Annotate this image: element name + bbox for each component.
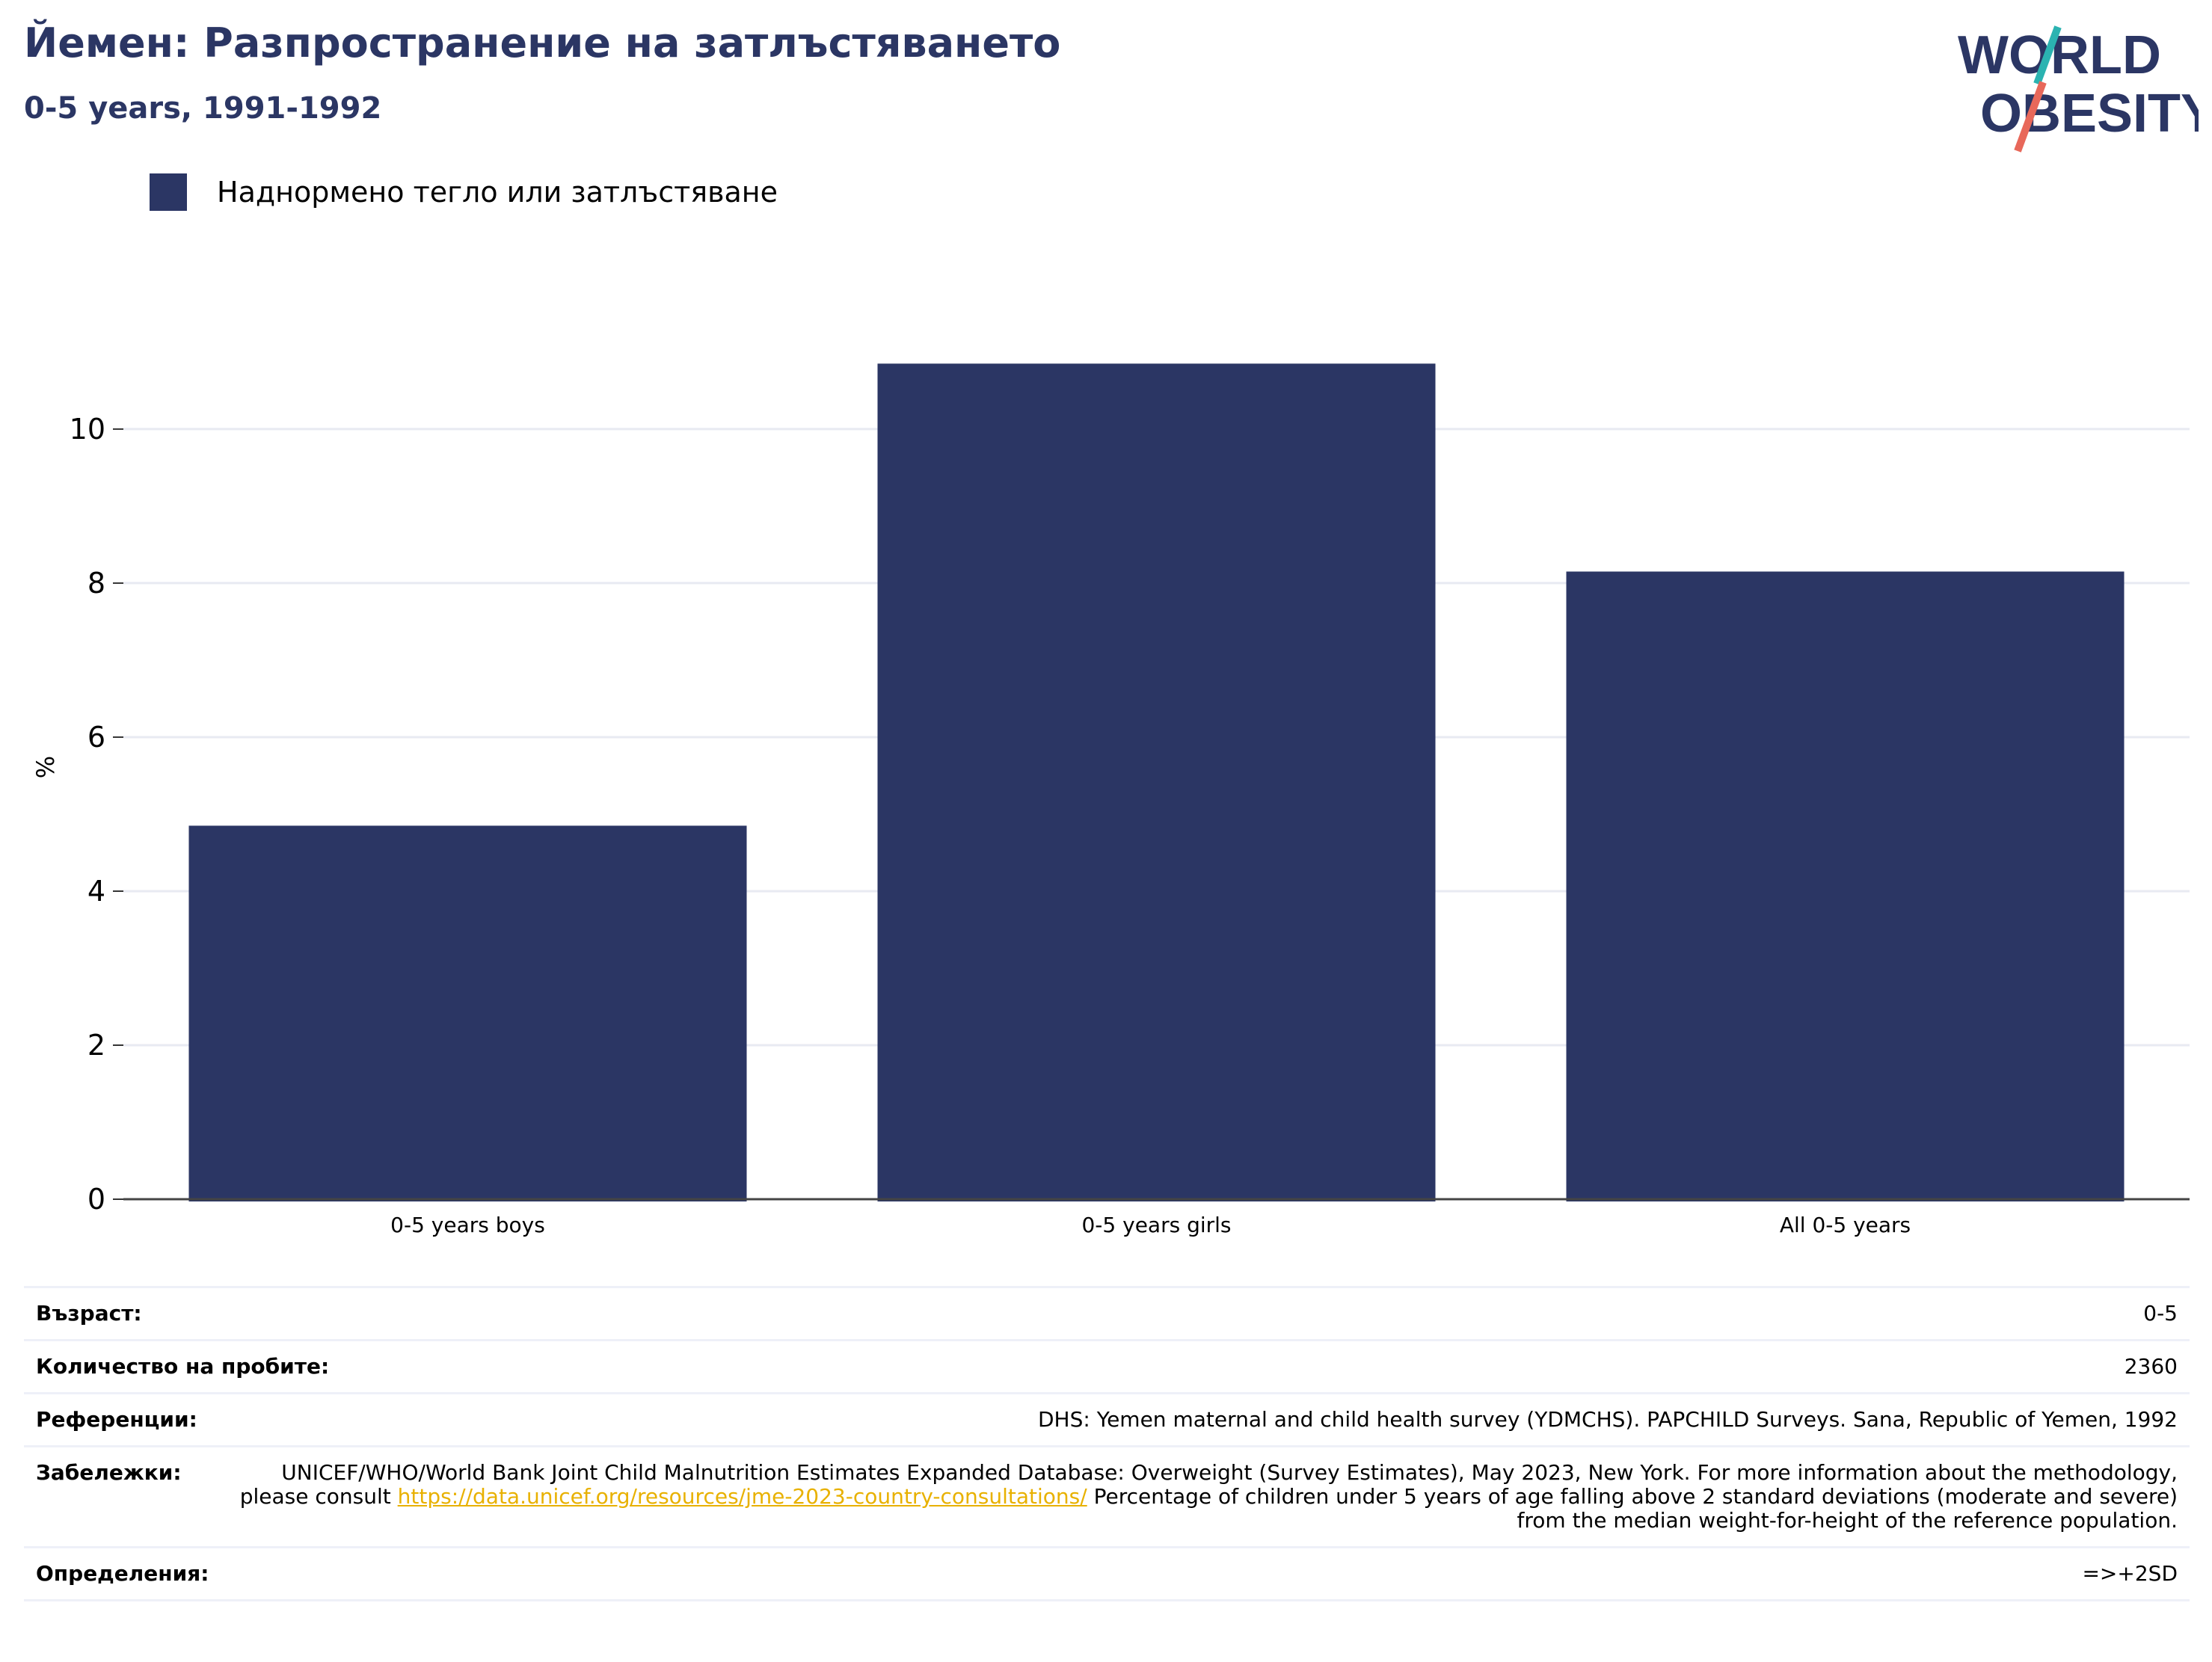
info-table: Възраст: 0-5 Количество на пробите: 2360…: [24, 1286, 2190, 1601]
y-axis-label: %: [31, 756, 60, 778]
legend-label: Наднормено тегло или затлъстяване: [217, 176, 778, 209]
info-key-notes: Забележки:: [36, 1460, 182, 1485]
info-key-sample: Количество на пробите:: [36, 1354, 330, 1379]
info-value-age: 0-5: [2143, 1301, 2178, 1326]
info-value-sample: 2360: [2124, 1354, 2178, 1379]
y-tick-label: 0: [87, 1183, 105, 1216]
legend: Наднормено тегло или затлъстяване: [150, 173, 778, 211]
info-row-notes: Забележки: UNICEF/WHO/World Bank Joint C…: [24, 1445, 2190, 1546]
y-tick-label: 10: [70, 413, 105, 446]
info-key-age: Възраст:: [36, 1301, 142, 1326]
bar-chart: 0 2 4 6 8 10% 0-5 years boys 0-5 years girls All…: [31, 363, 2190, 1237]
bar: [188, 825, 747, 1201]
chart-title: Йемен: Разпространение на затлъстяването: [24, 19, 1061, 67]
logo-slash-coral: [2014, 81, 2047, 153]
info-value-references: DHS: Yemen maternal and child health sur…: [1037, 1407, 2178, 1432]
logo-text-obesity: OBESITY: [1980, 84, 2199, 144]
y-tick-label: 6: [87, 721, 105, 754]
chart-subtitle: 0-5 years, 1991-1992: [24, 91, 382, 126]
logo-text-world: WORLD: [1958, 25, 2161, 85]
y-tick-label: 2: [87, 1029, 105, 1062]
y-tick-label: 4: [87, 875, 105, 908]
info-key-definitions: Определения:: [36, 1561, 209, 1586]
x-tick-label: 0-5 years girls: [1081, 1213, 1231, 1237]
bar: [877, 363, 1436, 1201]
info-value-definitions: =>+2SD: [2082, 1561, 2178, 1586]
world-obesity-logo: WORLD OBESITY: [1958, 25, 2199, 153]
y-tick-label: 8: [87, 567, 105, 600]
notes-link[interactable]: https://data.unicef.org/resources/jme-20…: [397, 1484, 1087, 1509]
info-row-definitions: Определения: =>+2SD: [24, 1546, 2190, 1601]
bar: [1566, 571, 2125, 1201]
info-row-references: Референции: DHS: Yemen maternal and chil…: [24, 1392, 2190, 1445]
info-row-age: Възраст: 0-5: [24, 1286, 2190, 1339]
notes-text-1: UNICEF/WHO/World Bank Joint Child Malnut…: [239, 1460, 2178, 1509]
logo-slash-teal: [2033, 25, 2062, 85]
info-value-notes: UNICEF/WHO/World Bank Joint Child Malnut…: [227, 1461, 2178, 1533]
info-row-sample: Количество на пробите: 2360: [24, 1339, 2190, 1392]
legend-swatch: [150, 173, 187, 211]
x-tick-label: 0-5 years boys: [390, 1213, 545, 1237]
x-tick-label: All 0-5 years: [1780, 1213, 1911, 1237]
info-key-references: Референции:: [36, 1407, 197, 1432]
notes-text-2: Percentage of children under 5 years of …: [1087, 1484, 2178, 1533]
